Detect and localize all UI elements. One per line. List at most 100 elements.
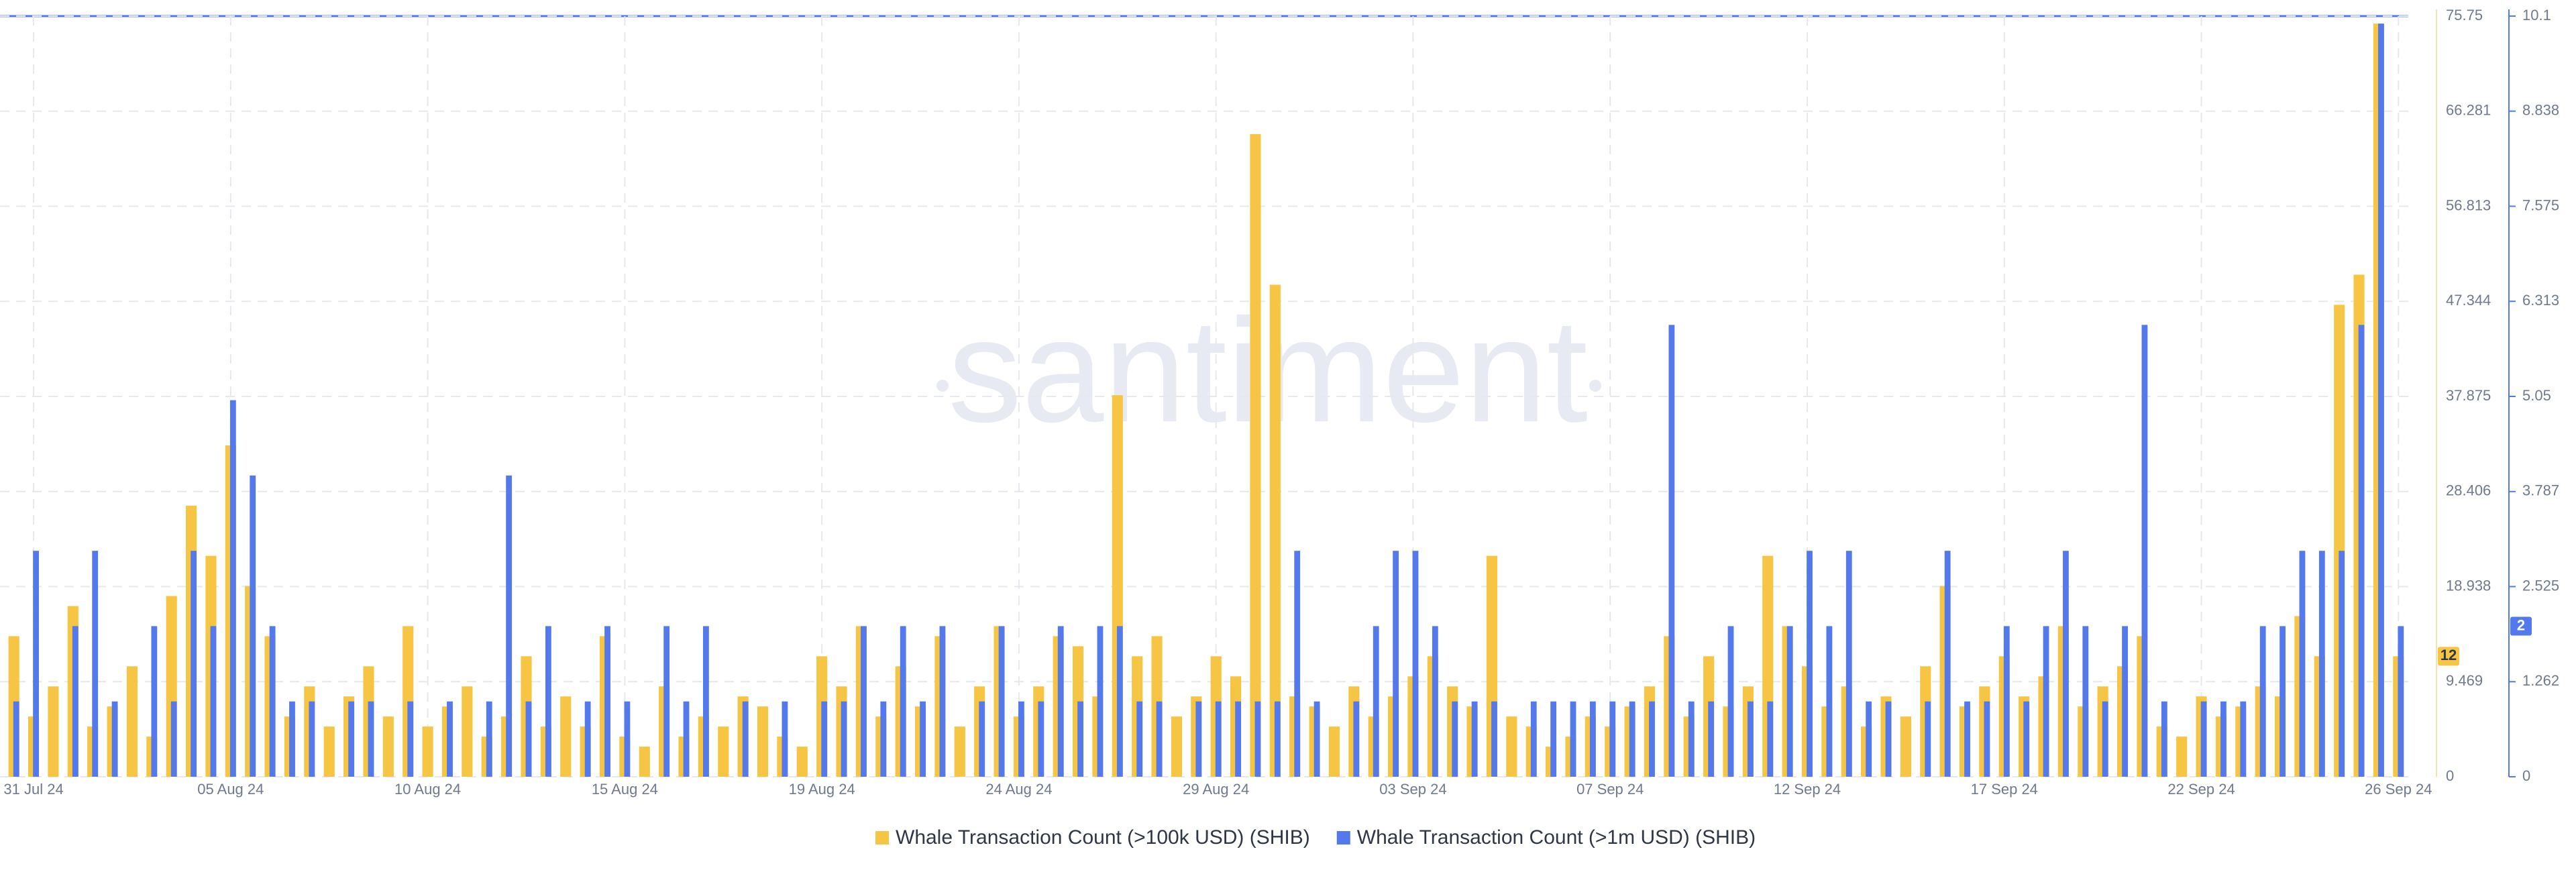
bar: [1195, 701, 1202, 777]
watermark-dot: [936, 380, 949, 392]
bar: [683, 701, 690, 777]
bar: [422, 726, 433, 777]
x-tick-label: 22 Sep 24: [2167, 781, 2235, 798]
y2-tick-label: 10.1: [2522, 7, 2551, 23]
bar: [920, 701, 926, 777]
bar: [1747, 701, 1754, 777]
y-tick-label: 37.875: [2446, 387, 2491, 404]
x-tick-label: 17 Sep 24: [1971, 781, 2038, 798]
last-value-box: [2438, 647, 2459, 666]
bar: [1845, 551, 1852, 777]
y-tick-label: 56.813: [2446, 197, 2491, 213]
bar: [2023, 701, 2030, 777]
bar: [1609, 701, 1616, 777]
bar: [1057, 626, 1064, 777]
bar: [821, 701, 828, 777]
bar: [998, 626, 1005, 777]
legend: Whale Transaction Count (>100k USD) (SHI…: [875, 826, 1756, 849]
bar: [447, 701, 453, 777]
bar: [1649, 701, 1655, 777]
bar: [604, 626, 610, 777]
bar: [1235, 701, 1241, 777]
bar: [1373, 626, 1379, 777]
bar: [48, 686, 59, 777]
bar: [1452, 701, 1458, 777]
bar: [1530, 701, 1537, 777]
bar: [2398, 626, 2404, 777]
bar: [2003, 626, 2010, 777]
y-tick-label: 47.344: [2446, 292, 2491, 309]
bar: [2161, 701, 2167, 777]
y2-tick-label: 2.525: [2522, 577, 2559, 594]
bar: [1925, 701, 1931, 777]
last-value-label: 12: [2440, 647, 2457, 663]
bar: [2358, 325, 2365, 777]
bar: [250, 475, 256, 777]
bar: [880, 701, 887, 777]
bar: [560, 696, 572, 777]
bar: [2141, 325, 2148, 777]
bar: [1900, 716, 1911, 777]
x-tick-label: 05 Aug 24: [197, 781, 264, 798]
x-tick-label: 03 Sep 24: [1379, 781, 1446, 798]
bar: [900, 626, 906, 777]
bar: [1570, 701, 1576, 777]
bar: [1136, 701, 1143, 777]
bar: [1866, 701, 1872, 777]
legend-swatch: [875, 831, 889, 844]
bar: [170, 701, 177, 777]
bar: [2378, 23, 2384, 777]
bar: [1274, 701, 1281, 777]
bar: [2102, 701, 2108, 777]
bar: [2200, 701, 2207, 777]
bar: [718, 726, 729, 777]
y2-tick-label: 6.313: [2522, 292, 2559, 309]
bar: [1506, 716, 1517, 777]
bar: [1767, 701, 1774, 777]
bar: [1885, 701, 1892, 777]
bar: [1018, 701, 1024, 777]
bar: [1944, 551, 1951, 777]
bar: [1116, 626, 1123, 777]
y2-tick-label: 1.262: [2522, 672, 2559, 689]
bar: [1313, 701, 1320, 777]
bar: [624, 701, 631, 777]
y2-tick-label: 0: [2522, 767, 2530, 784]
legend-swatch: [1336, 831, 1350, 844]
bar: [2299, 551, 2306, 777]
bar: [348, 701, 355, 777]
x-tick-label: 19 Aug 24: [789, 781, 855, 798]
bar: [1786, 626, 1793, 777]
bar: [1250, 133, 1261, 777]
y-tick-label: 75.75: [2446, 7, 2483, 23]
last-value-box: [2510, 616, 2532, 636]
bar: [1688, 701, 1695, 777]
bar: [407, 701, 414, 777]
y-tick-label: 66.281: [2446, 102, 2491, 119]
bar: [13, 701, 19, 777]
bar: [1589, 701, 1596, 777]
bar: [861, 626, 867, 777]
bar: [1727, 626, 1734, 777]
bar: [309, 701, 315, 777]
bar: [2043, 626, 2049, 777]
bar: [2176, 737, 2188, 777]
bar: [841, 701, 847, 777]
bar: [506, 475, 513, 777]
y2-tick-label: 3.787: [2522, 482, 2559, 499]
bar: [2339, 551, 2345, 777]
y-tick-label: 0: [2446, 767, 2454, 784]
legend-label: Whale Transaction Count (>100k USD) (SHI…: [896, 826, 1310, 849]
bar: [1432, 626, 1438, 777]
bar: [782, 701, 788, 777]
y2-tick-label: 7.575: [2522, 197, 2559, 213]
y2-tick-label: 8.838: [2522, 102, 2559, 119]
bar: [1807, 551, 1813, 777]
bar: [1171, 716, 1183, 777]
bar: [210, 626, 217, 777]
y-tick-label: 28.406: [2446, 482, 2491, 499]
x-tick-label: 24 Aug 24: [985, 781, 1052, 798]
bar: [2318, 551, 2325, 777]
bar: [639, 747, 650, 777]
